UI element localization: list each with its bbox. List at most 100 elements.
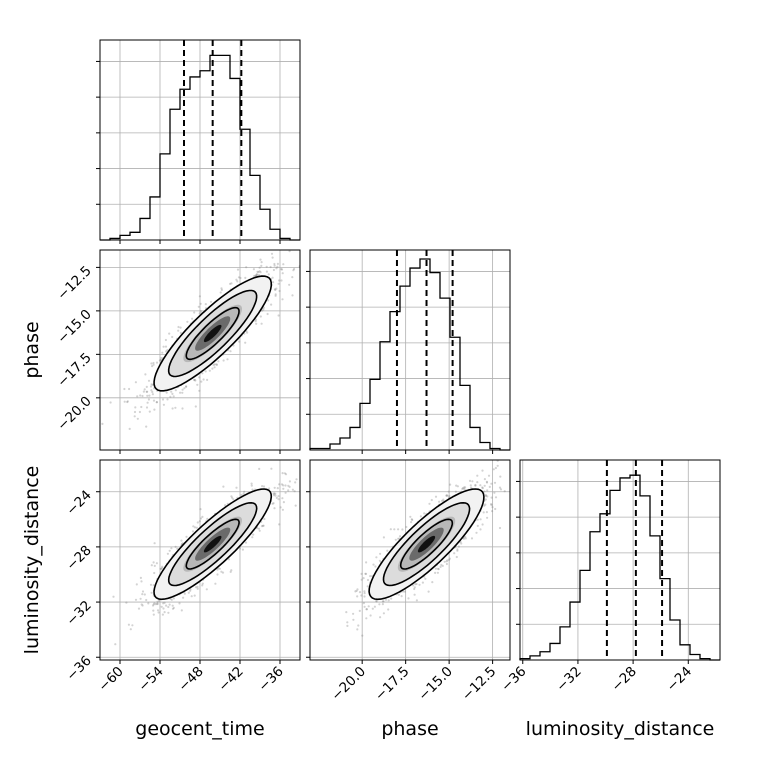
- scatter-geocent_time-luminosity_distance-point: [278, 483, 281, 486]
- scatter-phase-luminosity_distance-xtick-label-2: −15.0: [415, 664, 456, 705]
- scatter-phase-luminosity_distance-point: [362, 602, 365, 605]
- scatter-geocent_time-luminosity_distance-frame: [99, 459, 301, 661]
- scatter-geocent_time-phase-point: [164, 338, 167, 342]
- scatter-geocent_time-luminosity_distance-point: [287, 489, 290, 492]
- scatter-geocent_time-luminosity_distance-point: [258, 467, 261, 470]
- scatter-geocent_time-luminosity_distance-point: [274, 492, 277, 495]
- scatter-geocent_time-luminosity_distance-point: [112, 595, 115, 598]
- scatter-geocent_time-phase-point: [272, 281, 275, 284]
- scatter-geocent_time-luminosity_distance-point: [151, 604, 155, 607]
- scatter-geocent_time-luminosity_distance-point: [191, 530, 195, 533]
- scatter-geocent_time-phase-point: [123, 387, 126, 391]
- scatter-geocent_time-luminosity_distance-point: [230, 495, 233, 498]
- scatter-geocent_time-luminosity_distance-point: [190, 595, 193, 598]
- scatter-phase-luminosity_distance-point: [440, 499, 444, 502]
- scatter-geocent_time-luminosity_distance-point: [281, 508, 284, 511]
- scatter-geocent_time-phase-point: [155, 361, 159, 364]
- hist-luminosity_distance-xtick-label-1: −32: [553, 664, 584, 695]
- scatter-geocent_time-phase-point: [259, 271, 262, 274]
- scatter-geocent_time-phase-point: [145, 390, 148, 393]
- scatter-phase-luminosity_distance-point: [439, 565, 442, 569]
- scatter-geocent_time-luminosity_distance-point: [195, 526, 198, 529]
- scatter-geocent_time-luminosity_distance-point: [139, 597, 142, 600]
- scatter-geocent_time-luminosity_distance-point: [156, 600, 159, 604]
- scatter-phase-luminosity_distance-point: [394, 538, 397, 541]
- scatter-phase-luminosity_distance-point: [476, 481, 479, 484]
- scatter-phase-luminosity_distance-point: [442, 498, 445, 501]
- scatter-phase-luminosity_distance-point: [484, 498, 487, 501]
- scatter-geocent_time-luminosity_distance-point: [114, 643, 117, 646]
- scatter-geocent_time-phase-point: [291, 294, 294, 297]
- scatter-geocent_time-phase-point: [171, 407, 174, 410]
- scatter-geocent_time-phase-point: [140, 405, 143, 409]
- scatter-phase-luminosity_distance-point: [384, 598, 388, 601]
- scatter-phase-luminosity_distance-point: [413, 587, 416, 591]
- scatter-geocent_time-phase-point: [172, 395, 175, 398]
- scatter-geocent_time-phase-point: [146, 401, 149, 404]
- scatter-phase-luminosity_distance-contour-outer: [368, 488, 485, 601]
- scatter-geocent_time-phase-point: [198, 389, 201, 392]
- scatter-geocent_time-phase-point: [150, 362, 153, 365]
- scatter-geocent_time-phase-point: [244, 276, 247, 279]
- scatter-geocent_time-luminosity_distance-point: [282, 487, 285, 490]
- scatter-phase-luminosity_distance-point: [490, 503, 493, 506]
- scatter-phase-luminosity_distance-point: [389, 528, 392, 531]
- scatter-phase-luminosity_distance-point: [449, 483, 452, 486]
- scatter-geocent_time-phase-ytick-label-3: −20.0: [54, 393, 95, 434]
- scatter-phase-luminosity_distance-point: [446, 494, 449, 497]
- scatter-geocent_time-luminosity_distance-point: [276, 487, 279, 490]
- scatter-phase-luminosity_distance-point: [397, 537, 400, 540]
- scatter-phase-luminosity_distance-point: [456, 549, 459, 552]
- scatter-geocent_time-phase-point: [194, 379, 197, 382]
- scatter-geocent_time-phase-point: [206, 378, 209, 381]
- scatter-phase-luminosity_distance-point: [360, 578, 363, 581]
- scatter-geocent_time-luminosity_distance-point: [183, 592, 186, 595]
- scatter-phase-luminosity_distance-point: [441, 564, 444, 568]
- scatter-geocent_time-luminosity_distance-point: [273, 507, 276, 510]
- scatter-phase-luminosity_distance-point: [367, 605, 370, 608]
- scatter-phase-luminosity_distance-point: [360, 594, 363, 597]
- scatter-geocent_time-phase-point: [266, 312, 269, 316]
- scatter-geocent_time-luminosity_distance-point: [165, 604, 168, 607]
- scatter-geocent_time-phase-point: [160, 356, 163, 360]
- scatter-geocent_time-luminosity_distance-point: [145, 598, 148, 602]
- scatter-phase-luminosity_distance-point: [375, 599, 378, 603]
- scatter-geocent_time-luminosity_distance-point: [167, 611, 170, 614]
- scatter-geocent_time-luminosity_distance-point: [159, 567, 163, 571]
- scatter-phase-luminosity_distance-point: [486, 489, 489, 492]
- scatter-geocent_time-luminosity_distance-point: [277, 495, 280, 498]
- scatter-geocent_time-luminosity_distance-xtick-label-0: −60: [95, 664, 126, 695]
- scatter-geocent_time-luminosity_distance-point: [198, 520, 201, 523]
- scatter-geocent_time-phase-frame: [99, 249, 301, 451]
- scatter-geocent_time-luminosity_distance-point: [295, 478, 298, 481]
- scatter-geocent_time-phase-point: [193, 378, 196, 382]
- scatter-phase-luminosity_distance-point: [356, 588, 359, 591]
- scatter-phase-luminosity_distance-point: [434, 571, 437, 575]
- scatter-geocent_time-luminosity_distance-point: [152, 603, 155, 606]
- scatter-geocent_time-phase-point: [128, 387, 131, 391]
- scatter-geocent_time-luminosity_distance-point: [281, 497, 284, 500]
- hist-phase-panel: [306, 249, 511, 454]
- scatter-geocent_time-luminosity_distance-point: [279, 506, 282, 509]
- scatter-geocent_time-phase-point: [273, 264, 276, 267]
- scatter-geocent_time-luminosity_distance-point: [273, 492, 276, 495]
- scatter-phase-luminosity_distance-point: [485, 510, 488, 514]
- scatter-geocent_time-phase-point: [235, 278, 238, 281]
- scatter-phase-luminosity_distance-point: [474, 483, 477, 487]
- scatter-phase-luminosity_distance-point: [484, 503, 487, 506]
- scatter-geocent_time-phase-point: [278, 279, 281, 282]
- scatter-geocent_time-phase-point: [151, 365, 154, 368]
- scatter-geocent_time-phase-point: [171, 392, 174, 395]
- scatter-geocent_time-phase-point: [151, 383, 154, 386]
- scatter-phase-luminosity_distance-point: [457, 545, 460, 548]
- scatter-geocent_time-luminosity_distance-point: [140, 580, 143, 583]
- scatter-phase-luminosity_distance-point: [381, 600, 384, 603]
- scatter-phase-luminosity_distance-point: [413, 586, 416, 589]
- scatter-phase-luminosity_distance-point: [346, 621, 349, 624]
- scatter-geocent_time-luminosity_distance-point: [172, 597, 175, 600]
- scatter-geocent_time-luminosity_distance-point: [294, 504, 297, 507]
- scatter-geocent_time-phase-point: [261, 309, 264, 312]
- scatter-phase-luminosity_distance-point: [413, 593, 416, 596]
- scatter-phase-luminosity_distance-xtick-label-3: −12.5: [459, 664, 500, 705]
- scatter-phase-luminosity_distance-point: [494, 507, 497, 511]
